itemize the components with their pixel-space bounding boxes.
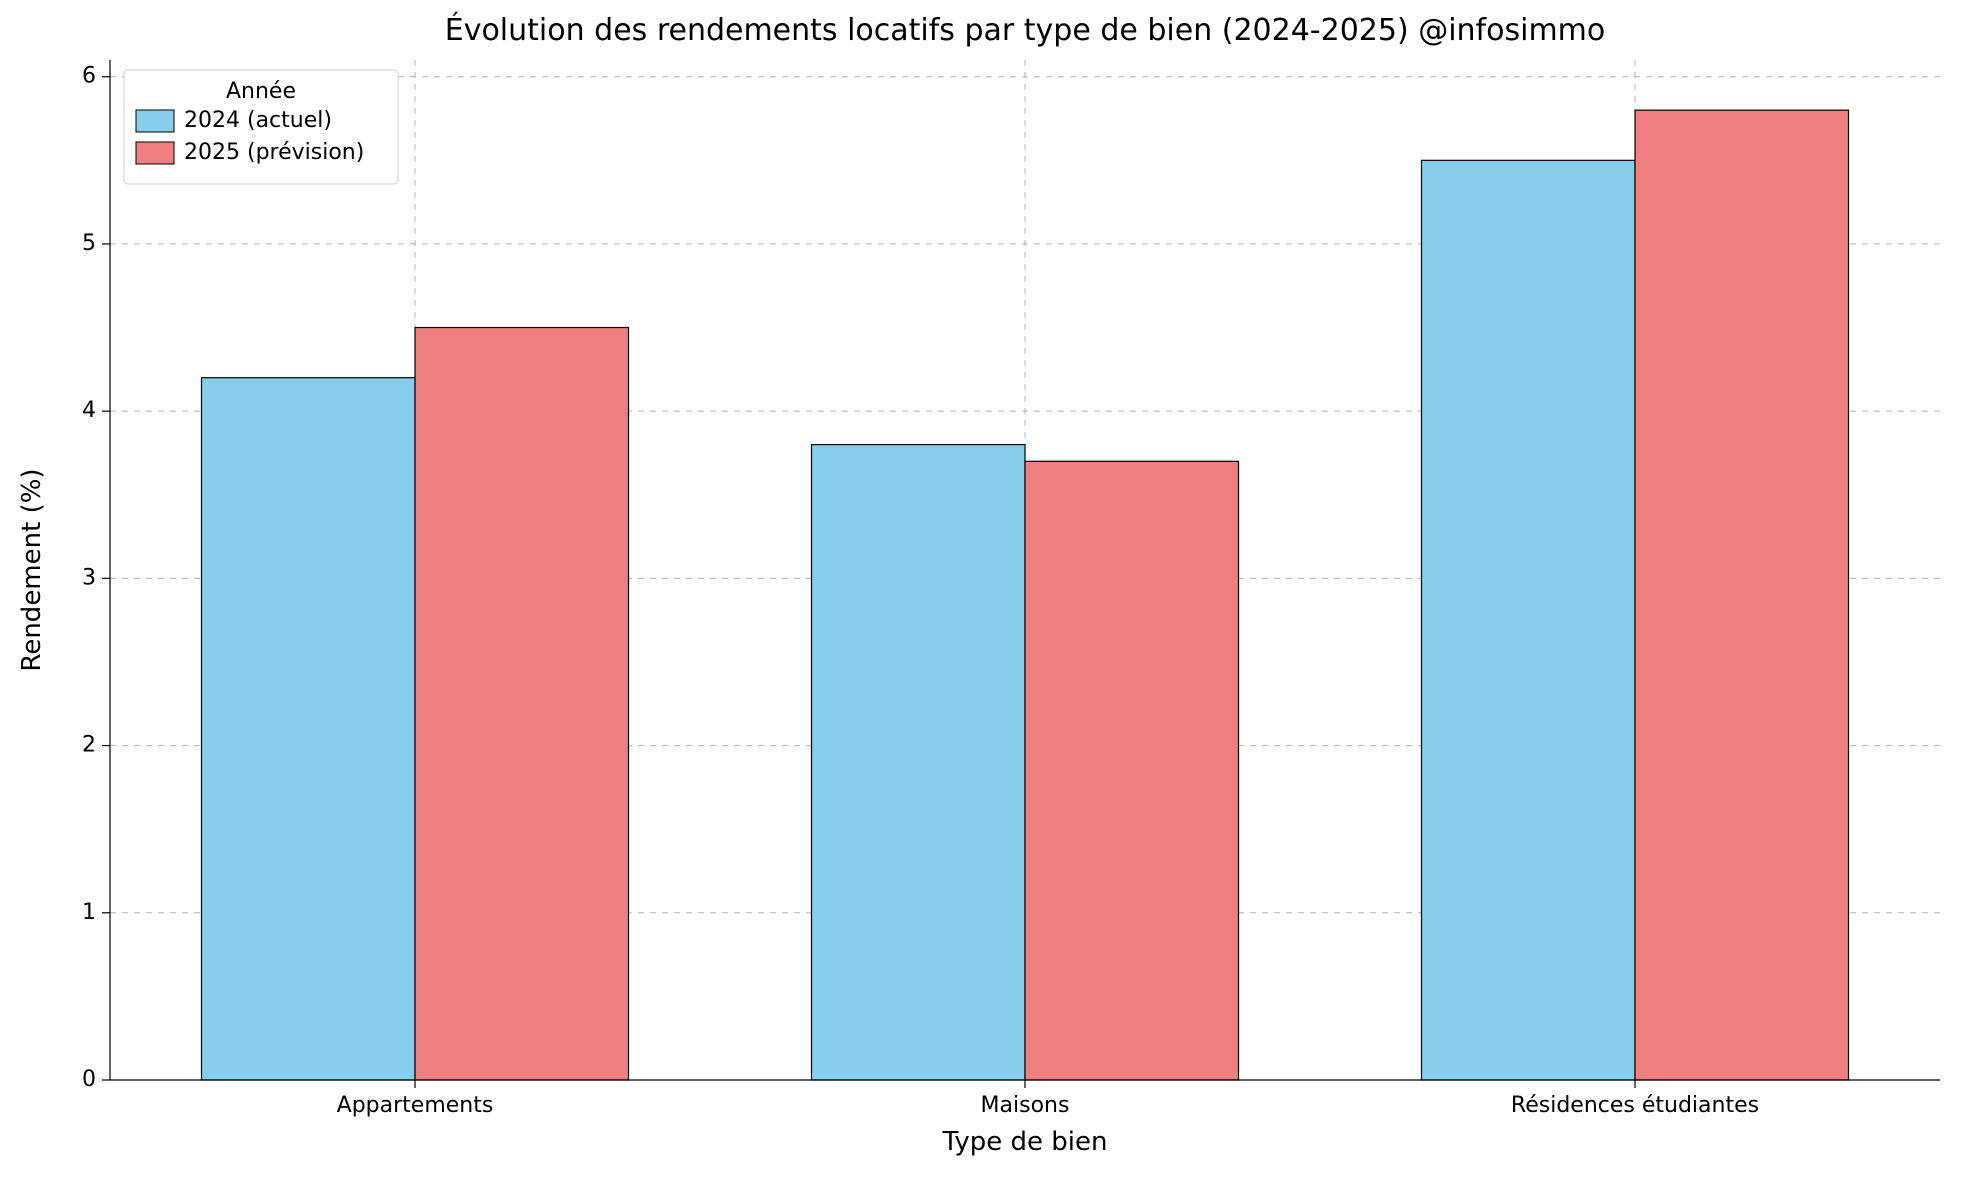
legend-swatch <box>136 142 174 164</box>
y-tick-label: 4 <box>82 398 96 423</box>
y-tick-label: 2 <box>82 733 96 758</box>
y-tick-label: 1 <box>82 900 96 925</box>
y-axis: 0 1 2 3 4 5 6 <box>82 64 110 1092</box>
legend-title: Année <box>226 79 296 104</box>
y-axis-label: Rendement (%) <box>17 468 47 671</box>
bar-chart: 0 1 2 3 4 5 6 Appartements Maisons Résidences étu… <box>0 0 1979 1180</box>
legend-swatch <box>136 110 174 132</box>
x-tick-label: Maisons <box>981 1093 1070 1118</box>
x-axis-label: Type de bien <box>942 1127 1108 1157</box>
chart-title: Évolution des rendements locatifs par ty… <box>445 12 1606 48</box>
bar <box>202 378 416 1080</box>
y-tick-label: 5 <box>82 231 96 256</box>
legend: Année 2024 (actuel) 2025 (prévision) <box>124 70 398 184</box>
y-tick-label: 6 <box>82 64 96 89</box>
x-tick-label: Résidences étudiantes <box>1511 1093 1759 1118</box>
bar <box>1422 160 1636 1080</box>
bar <box>1635 110 1849 1080</box>
legend-item-label: 2024 (actuel) <box>184 108 332 133</box>
bar <box>1025 461 1239 1080</box>
legend-item-label: 2025 (prévision) <box>184 140 364 165</box>
y-tick-label: 3 <box>82 565 96 590</box>
y-tick-label: 0 <box>82 1067 96 1092</box>
chart-container: 0 1 2 3 4 5 6 Appartements Maisons Résidences étu… <box>0 0 1979 1180</box>
x-tick-label: Appartements <box>337 1093 494 1118</box>
bar <box>415 328 629 1080</box>
x-axis: Appartements Maisons Résidences étudiantes <box>337 1080 1759 1118</box>
bar <box>812 445 1026 1080</box>
